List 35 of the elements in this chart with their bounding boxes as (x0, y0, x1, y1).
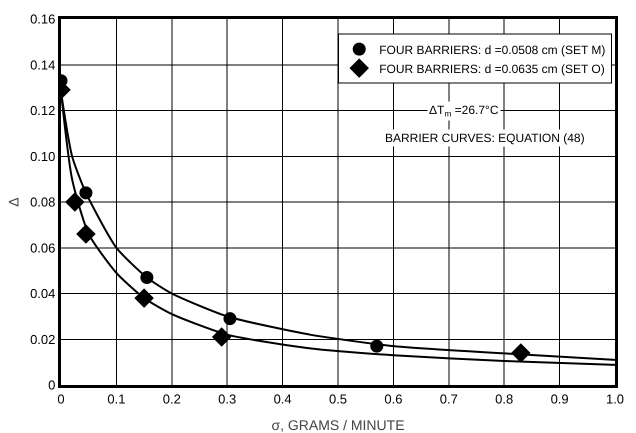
x-tick-label: 1.0 (606, 392, 624, 407)
x-tick-label: 0.8 (495, 392, 514, 407)
point (223, 312, 236, 326)
point (511, 343, 531, 363)
point (134, 288, 154, 308)
point (140, 270, 154, 284)
annotation: ΔT$_{m}$ =26.7°C (429, 103, 499, 119)
legend-label: FOUR BARRIERS: d =0.0508 cm (SET M) (379, 42, 606, 57)
y-tick-label: 0.12 (30, 103, 56, 118)
point (65, 192, 85, 212)
x-tick-label: 0.4 (274, 392, 292, 407)
y-tick-label: 0.06 (30, 240, 56, 256)
x-axis-title: σ, GRAMS / MINUTE (271, 417, 405, 433)
y-axis-title: Δ (6, 197, 22, 207)
x-tick-label: 0.9 (550, 392, 569, 407)
x-tick-label: 0.5 (328, 392, 348, 407)
y-tick-label: 0 (48, 378, 56, 393)
y-tick-label: 0.14 (30, 57, 56, 72)
x-tick-label: 0.2 (162, 392, 181, 407)
y-tick-label: 0.08 (30, 194, 56, 210)
x-tick-label: 0.1 (107, 392, 126, 407)
legend-label: FOUR BARRIERS: d =0.0635 cm (SET O) (379, 62, 605, 76)
point (212, 327, 232, 347)
point (370, 340, 384, 353)
y-tick-label: 0.04 (30, 286, 56, 302)
annotation: BARRIER CURVES: EQUATION (48) (385, 131, 585, 145)
x-tick-label: 0.6 (384, 392, 402, 407)
y-tick-label: 0.16 (30, 12, 56, 27)
y-tick-label: 0.02 (30, 332, 56, 347)
point (76, 224, 96, 244)
x-tick-label: 0 (57, 392, 65, 407)
point (79, 186, 92, 200)
x-tick-label: 0.7 (440, 392, 458, 407)
x-tick-label: 0.3 (218, 392, 236, 407)
y-tick-label: 0.10 (30, 148, 56, 164)
